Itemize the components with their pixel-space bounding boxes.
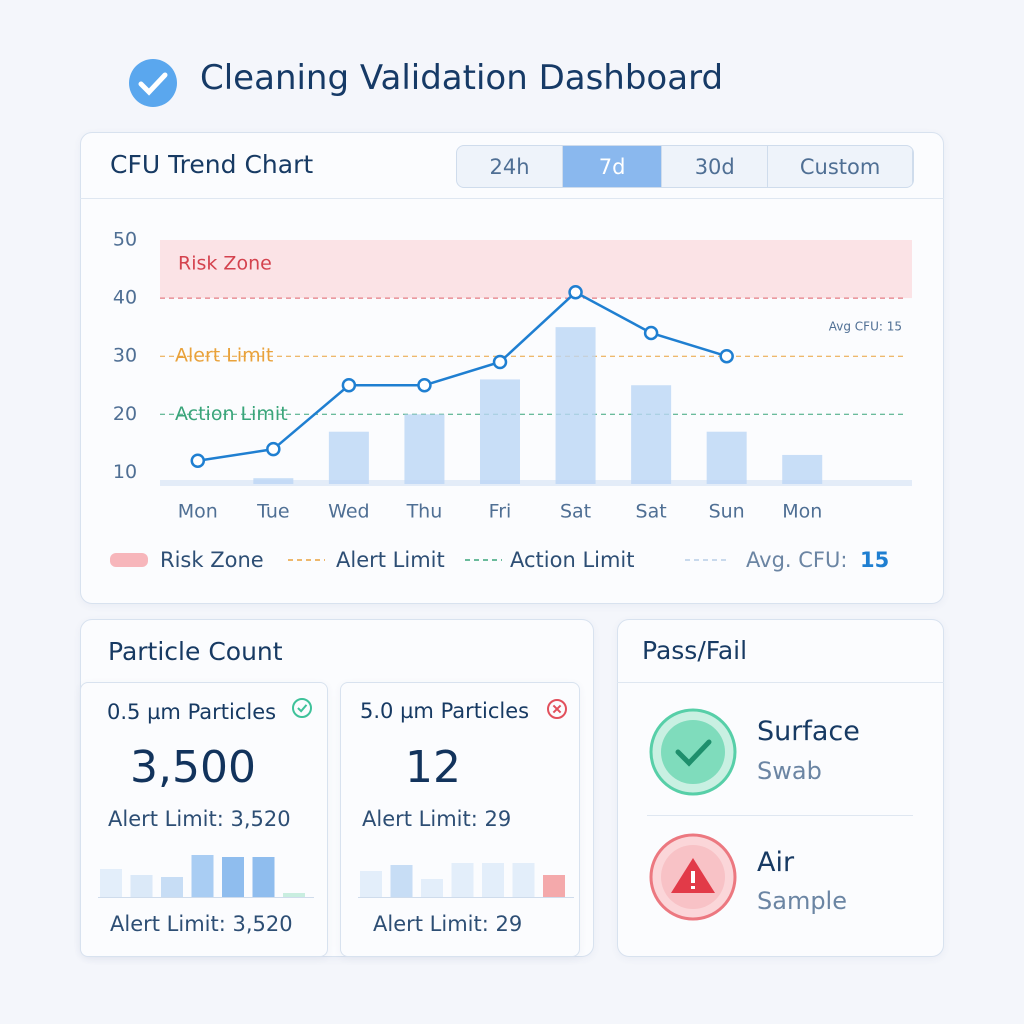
- card-alert: Alert Limit: 3,520: [108, 807, 291, 831]
- card-value: 3,500: [130, 742, 256, 793]
- card-name: 0.5 µm Particles: [107, 700, 277, 724]
- item-sub: Swab: [757, 757, 822, 785]
- card-footer: Alert Limit: 3,520: [110, 912, 293, 936]
- tab[interactable]: 7d: [563, 146, 663, 187]
- card-value: 12: [405, 742, 461, 793]
- item-label: Surface: [757, 716, 860, 747]
- particle-card: [80, 682, 328, 957]
- tab-bar: 24h 7d 30d Custom: [456, 145, 914, 188]
- divider: [617, 682, 944, 683]
- title-icon: [129, 59, 177, 107]
- cfu-panel: [80, 132, 944, 604]
- item-sub: Sample: [757, 887, 847, 915]
- divider: [647, 815, 913, 816]
- page-title: Cleaning Validation Dashboard: [200, 58, 724, 98]
- item-label: Air: [757, 847, 795, 878]
- card-footer: Alert Limit: 29: [373, 912, 523, 936]
- panel-title: Particle Count: [108, 637, 283, 666]
- particle-card: [340, 682, 580, 957]
- tab[interactable]: 30d: [662, 146, 769, 187]
- tab[interactable]: Custom: [768, 146, 913, 187]
- divider: [80, 198, 944, 199]
- card-alert: Alert Limit: 29: [362, 807, 512, 831]
- panel-title: CFU Trend Chart: [110, 150, 314, 179]
- card-name: 5.0 µm Particles: [360, 699, 530, 723]
- tab[interactable]: 24h: [457, 146, 564, 187]
- panel-title: Pass/Fail: [642, 636, 748, 665]
